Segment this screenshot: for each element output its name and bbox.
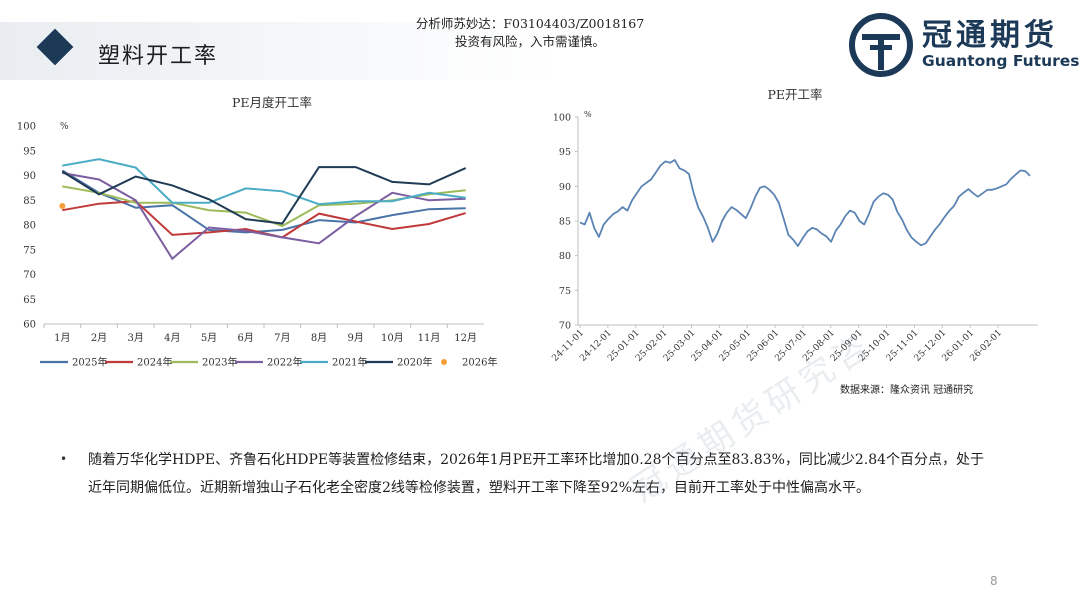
chart1-y-tick: 85 <box>23 196 36 207</box>
chart1-y-tick: 100 <box>17 122 36 133</box>
chart1-series <box>59 158 467 261</box>
legend-label: 2024年 <box>137 356 172 369</box>
data-source: 数据来源：隆众资讯 冠通研究 <box>840 385 974 396</box>
chart1-x-tick: 3月 <box>127 332 143 344</box>
logo-english: Guantong Futures <box>922 52 1080 70</box>
legend-label: 2023年 <box>202 356 237 369</box>
chart1-point-2026年 <box>59 203 66 210</box>
chart1-y-tick: 75 <box>23 245 36 256</box>
chart2-y-ticks: 70 75 80 85 90 95 100 <box>553 113 578 332</box>
analyst-info: 分析师苏妙达：F03104403/Z0018167 投资有风险，入市需谨慎。 <box>380 15 680 51</box>
chart2-y-tick: 70 <box>559 321 571 332</box>
chart2-line <box>579 159 1031 247</box>
chart2-ylabel: % <box>584 110 592 119</box>
chart1-x-tick: 1月 <box>54 332 70 344</box>
charts-canvas: PE月度开工率 % 60 65 70 75 80 85 90 95 100 1月 2月 3月 4月 5月… <box>17 87 1038 369</box>
chart1-y-tick: 65 <box>23 295 36 306</box>
chart1-line-2022年 <box>62 172 466 261</box>
chart1-line-2025年 <box>61 169 466 234</box>
chart1-y-tick: 95 <box>23 146 36 157</box>
chart1-x-tick: 5月 <box>201 332 217 344</box>
logo-chinese: 冠通期货 <box>922 18 1058 53</box>
chart1-y-tick: 60 <box>23 320 36 331</box>
chart2-y-tick: 85 <box>559 217 571 228</box>
chart1-x-tick: 9月 <box>347 332 363 344</box>
chart1-x-tick: 12月 <box>454 332 477 344</box>
chart1-x-tick: 4月 <box>164 332 180 344</box>
chart2-y-tick: 75 <box>559 286 571 297</box>
chart1-line-2020年 <box>61 166 467 225</box>
legend-marker <box>441 359 447 365</box>
chart1-x-tick: 7月 <box>274 332 290 344</box>
chart1-line-2021年 <box>62 158 466 206</box>
legend-label: 2022年 <box>267 356 302 369</box>
chart1-y-tick: 80 <box>23 221 36 232</box>
page-number: 8 <box>990 574 998 588</box>
chart2-title: PE开工率 <box>767 87 822 102</box>
analysis-paragraph: 随着万华化学HDPE、齐鲁石化HDPE等装置检修结束，2026年1月PE开工率环… <box>88 452 985 496</box>
chart2-x-ticks: 24-11-0124-12-0125-01-0125-02-0125-03-01… <box>550 325 1004 364</box>
guantong-logo-icon <box>849 13 913 77</box>
legend-label: 2021年 <box>332 356 367 369</box>
chart2-y-tick: 90 <box>559 182 571 193</box>
monthly-rate-chart: PE月度开工率 % 60 65 70 75 80 85 90 95 100 1月 2月 3月 4月 5月… <box>17 95 498 369</box>
chart1-x-ticks: 1月 2月 3月 4月 5月 6月 7月 8月 9月 10月 11月 12月 <box>43 324 477 344</box>
chart2-series <box>579 159 1031 247</box>
daily-rate-chart: PE开工率 % 70 75 80 85 90 95 100 24-11-0124-12-01… <box>550 87 1038 364</box>
bullet-icon: • <box>60 452 68 466</box>
legend-label: 2025年 <box>72 356 107 369</box>
chart1-y-ticks: 60 65 70 75 80 85 90 95 100 <box>17 122 36 331</box>
legend-label: 2026年 <box>462 356 497 369</box>
chart1-x-tick: 10月 <box>381 332 404 344</box>
risk-line: 投资有风险，入市需谨慎。 <box>454 34 605 49</box>
analyst-line: 分析师苏妙达：F03104403/Z0018167 <box>415 16 645 31</box>
chart1-x-tick: 6月 <box>237 332 253 344</box>
page-title: 塑料开工率 <box>98 44 219 69</box>
chart2-y-tick: 95 <box>559 147 571 158</box>
title-band <box>0 22 560 80</box>
chart1-y-tick: 70 <box>23 270 36 281</box>
chart2-y-tick: 100 <box>553 113 571 124</box>
chart2-y-tick: 80 <box>559 251 571 262</box>
chart1-legend: 2025年 2024年 2023年 2022年 2021年 2020年 2026年 <box>40 356 497 369</box>
chart1-x-tick: 8月 <box>311 332 327 344</box>
chart1-x-tick: 2月 <box>91 332 107 344</box>
chart1-ylabel: % <box>60 122 69 132</box>
chart1-x-tick: 11月 <box>418 332 441 344</box>
chart1-title: PE月度开工率 <box>232 95 312 110</box>
chart1-y-tick: 90 <box>23 171 36 182</box>
legend-label: 2020年 <box>397 356 432 369</box>
